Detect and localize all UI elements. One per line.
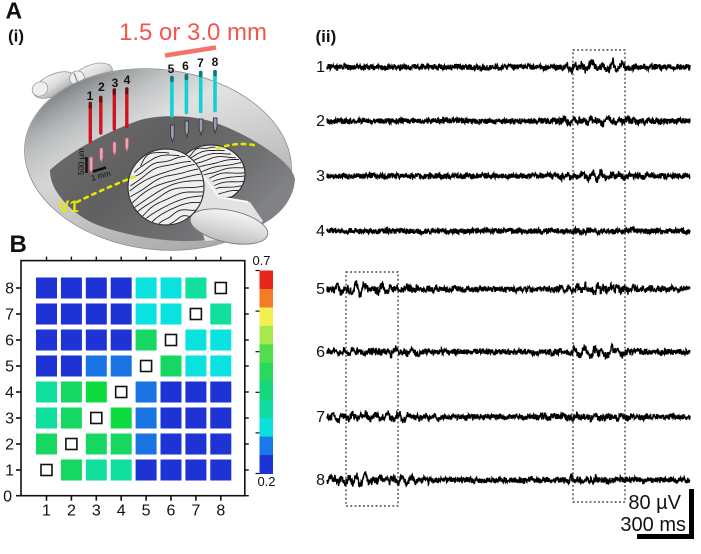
svg-text:1: 1 — [5, 463, 14, 480]
svg-text:5: 5 — [5, 359, 14, 376]
svg-text:7: 7 — [191, 503, 200, 520]
svg-text:0: 0 — [3, 489, 12, 506]
svg-text:0.2: 0.2 — [257, 474, 275, 489]
svg-text:V1: V1 — [58, 197, 79, 216]
svg-text:8: 8 — [216, 503, 225, 520]
svg-text:2: 2 — [316, 113, 325, 130]
svg-text:2: 2 — [5, 437, 14, 454]
svg-text:8: 8 — [5, 281, 14, 298]
svg-text:3: 3 — [5, 411, 14, 428]
svg-text:2: 2 — [67, 503, 76, 520]
svg-text:7: 7 — [5, 307, 14, 324]
svg-text:2: 2 — [98, 80, 105, 94]
svg-text:1: 1 — [87, 89, 94, 103]
svg-text:(ii): (ii) — [316, 27, 337, 46]
svg-text:5: 5 — [168, 62, 175, 76]
svg-text:80 µV: 80 µV — [628, 492, 681, 514]
svg-text:B: B — [10, 231, 27, 258]
svg-text:4: 4 — [316, 223, 325, 240]
svg-text:0.7: 0.7 — [252, 253, 270, 268]
svg-text:6: 6 — [167, 503, 176, 520]
svg-text:6: 6 — [316, 344, 325, 361]
svg-text:(i): (i) — [8, 27, 24, 46]
svg-text:1: 1 — [42, 503, 51, 520]
svg-text:500 µm: 500 µm — [77, 148, 86, 175]
svg-text:8: 8 — [316, 472, 325, 489]
svg-text:1.5 or 3.0 mm: 1.5 or 3.0 mm — [119, 19, 267, 46]
svg-text:5: 5 — [142, 503, 151, 520]
svg-text:3: 3 — [316, 168, 325, 185]
svg-text:6: 6 — [182, 59, 189, 73]
svg-text:1: 1 — [316, 59, 325, 76]
svg-text:5: 5 — [316, 281, 325, 298]
svg-text:7: 7 — [197, 56, 204, 70]
svg-text:4: 4 — [117, 503, 126, 520]
svg-text:3: 3 — [112, 76, 119, 90]
svg-text:3: 3 — [92, 503, 101, 520]
svg-text:4: 4 — [5, 385, 14, 402]
svg-text:300 ms: 300 ms — [620, 514, 686, 536]
svg-text:4: 4 — [124, 73, 131, 87]
svg-text:8: 8 — [212, 55, 219, 69]
svg-text:7: 7 — [316, 409, 325, 426]
svg-text:A: A — [6, 0, 23, 24]
svg-text:6: 6 — [5, 333, 14, 350]
